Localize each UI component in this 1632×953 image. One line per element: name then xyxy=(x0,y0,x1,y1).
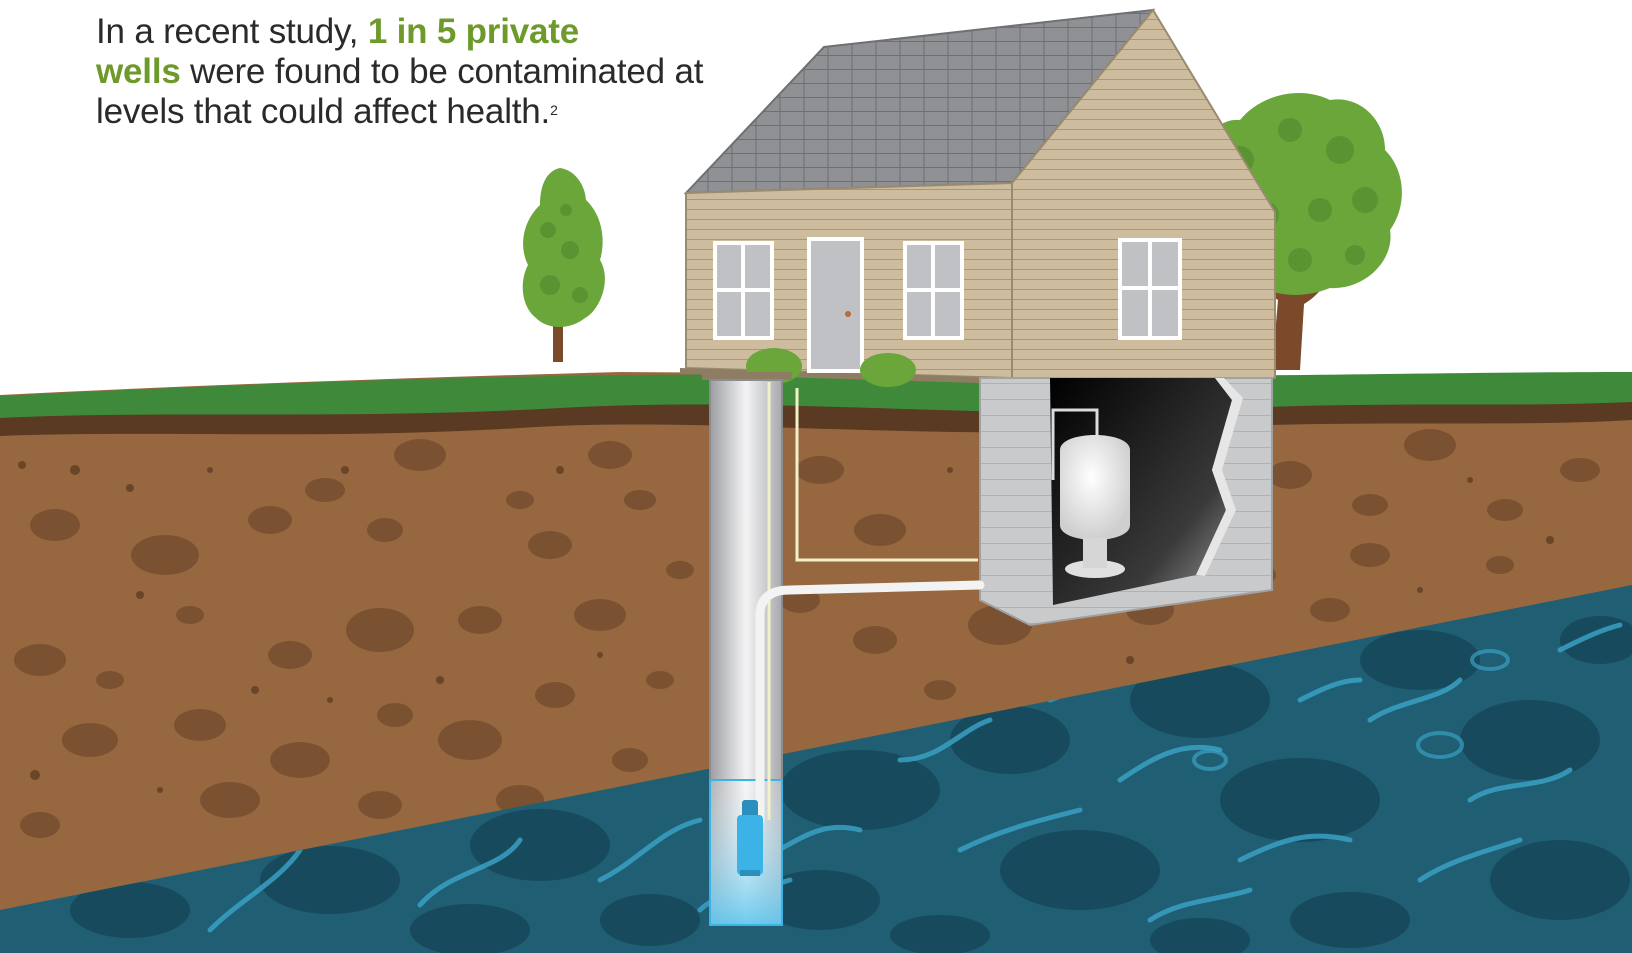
aquifer-rocks xyxy=(70,616,1632,953)
house-illustration xyxy=(680,8,1276,384)
caption-highlight-line1: 1 in 5 private xyxy=(367,12,579,51)
window xyxy=(1118,238,1182,340)
window xyxy=(713,241,774,340)
submersible-pump-icon xyxy=(737,800,763,876)
caption-text: In a recent study, 1 in 5 private wells w… xyxy=(96,12,736,132)
water-pipe-icon xyxy=(755,382,985,825)
pressure-tank-icon xyxy=(1051,408,1130,578)
footnote-marker: 2 xyxy=(550,102,558,118)
caption-intro: In a recent study, xyxy=(96,12,368,51)
caption-highlight-line2: wells xyxy=(96,52,181,91)
window xyxy=(903,241,964,340)
tree-small-icon xyxy=(522,168,605,362)
house-gable-wall xyxy=(1011,8,1276,379)
caption-rest: were found to be contaminated at levels … xyxy=(96,52,704,131)
front-door xyxy=(807,237,864,373)
soil-rocks xyxy=(14,429,1600,838)
